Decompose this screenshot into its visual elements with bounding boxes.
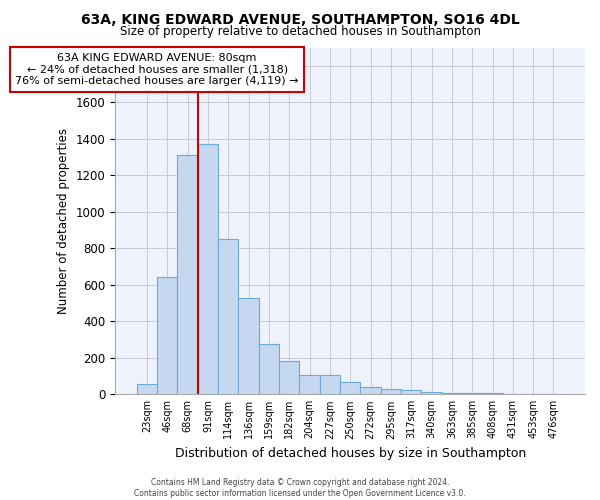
Bar [218,239,238,394]
Y-axis label: Number of detached properties: Number of detached properties [58,128,70,314]
Bar [238,298,259,394]
Bar [299,375,320,394]
Bar [198,144,218,395]
Bar [442,393,462,394]
Text: Size of property relative to detached houses in Southampton: Size of property relative to detached ho… [119,25,481,38]
Text: 63A KING EDWARD AVENUE: 80sqm
← 24% of detached houses are smaller (1,318)
76% o: 63A KING EDWARD AVENUE: 80sqm ← 24% of d… [16,53,299,86]
Bar [137,384,157,394]
Bar [178,155,198,394]
Bar [279,360,299,394]
Bar [381,389,401,394]
Bar [320,375,340,394]
X-axis label: Distribution of detached houses by size in Southampton: Distribution of detached houses by size … [175,447,526,460]
Text: 63A, KING EDWARD AVENUE, SOUTHAMPTON, SO16 4DL: 63A, KING EDWARD AVENUE, SOUTHAMPTON, SO… [80,12,520,26]
Bar [259,344,279,395]
Bar [157,278,178,394]
Bar [361,388,381,394]
Bar [340,382,361,394]
Text: Contains HM Land Registry data © Crown copyright and database right 2024.
Contai: Contains HM Land Registry data © Crown c… [134,478,466,498]
Bar [401,390,421,394]
Bar [421,392,442,394]
